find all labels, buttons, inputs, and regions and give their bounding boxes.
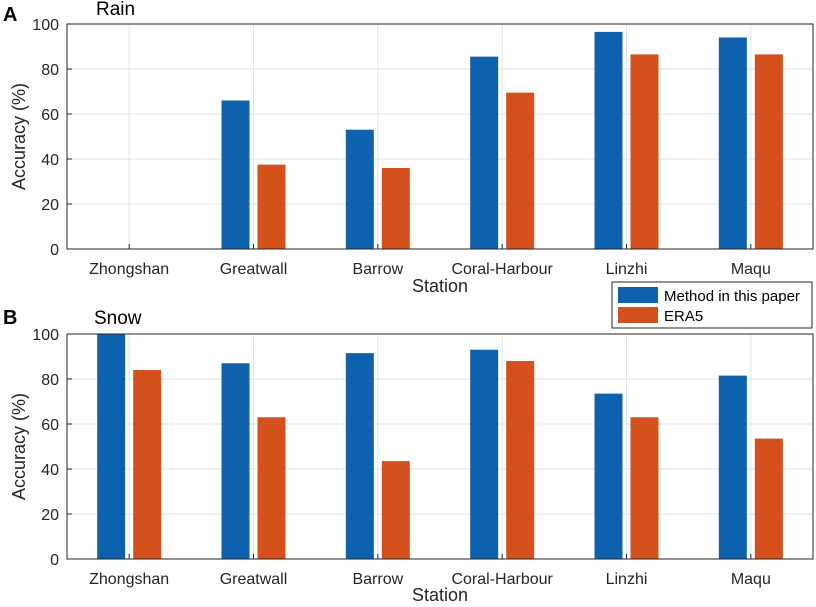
- panel-label-b: B: [3, 307, 17, 329]
- bar-snow-era5-zhongshan: [133, 370, 162, 559]
- axes-frame-rain: [66, 23, 814, 250]
- x-tick-label: Maqu: [731, 571, 771, 588]
- x-ticks-rain: Zhongshan Greatwall Barrow Coral-Harbour Lin…: [89, 244, 771, 278]
- y-tick-label: 0: [50, 242, 59, 259]
- panel-snow: B Snow 0 20 40 60 80 100 Zhongshan Greatwall Ba…: [3, 307, 814, 605]
- legend-label-method: Method in this paper: [664, 288, 800, 305]
- legend: Method in this paper ERA5: [611, 281, 813, 329]
- x-tick-label: Greatwall: [220, 571, 288, 588]
- x-tick-label: Linzhi: [606, 261, 648, 278]
- bar-snow-era5-linzhi: [630, 417, 659, 559]
- x-tick-label: Barrow: [352, 261, 403, 278]
- panel-title-rain: Rain: [96, 0, 135, 20]
- bar-rain-method-maqu: [718, 37, 747, 249]
- y-tick-label: 40: [41, 152, 59, 169]
- x-tick-label: Linzhi: [606, 571, 648, 588]
- bar-snow-era5-coral-harbour: [506, 361, 535, 559]
- y-ticks-snow: 0 20 40 60 80 100: [32, 327, 72, 569]
- bar-rain-era5-barrow: [381, 168, 410, 249]
- grid-rain: [67, 24, 813, 249]
- y-tick-label: 60: [41, 417, 59, 434]
- panel-title-snow: Snow: [94, 308, 142, 329]
- x-tick-label: Zhongshan: [89, 261, 169, 278]
- y-tick-label: 20: [41, 197, 59, 214]
- axes-frame-snow: [66, 333, 814, 560]
- legend-label-era5: ERA5: [664, 308, 703, 325]
- bar-rain-method-barrow: [345, 129, 374, 249]
- x-axis-label-snow: Station: [412, 585, 468, 605]
- y-axis-label-rain: Accuracy (%): [9, 83, 29, 190]
- y-tick-label: 0: [50, 552, 59, 569]
- bars-rain: [221, 31, 783, 249]
- bar-rain-method-linzhi: [594, 31, 623, 249]
- bar-snow-method-maqu: [718, 375, 747, 559]
- x-tick-label: Coral-Harbour: [451, 261, 553, 278]
- bar-snow-era5-barrow: [381, 461, 410, 559]
- bars-snow: [97, 334, 783, 559]
- y-tick-label: 100: [32, 17, 59, 34]
- y-tick-label: 40: [41, 462, 59, 479]
- y-axis-label-snow: Accuracy (%): [9, 393, 29, 500]
- x-tick-label: Coral-Harbour: [451, 571, 553, 588]
- legend-swatch-era5: [618, 307, 658, 323]
- y-tick-label: 80: [41, 62, 59, 79]
- panel-rain: A Rain 0 20 40 60 80 100 Zhongshan Greatwall Ba…: [3, 0, 814, 296]
- bar-snow-method-linzhi: [594, 393, 623, 559]
- bar-rain-era5-greatwall: [257, 164, 286, 249]
- bar-snow-method-barrow: [345, 353, 374, 559]
- grid-snow: [67, 334, 813, 559]
- x-ticks-snow: Zhongshan Greatwall Barrow Coral-Harbour Lin…: [89, 554, 771, 588]
- bar-snow-method-coral-harbour: [470, 349, 499, 559]
- x-tick-label: Maqu: [731, 261, 771, 278]
- x-tick-label: Greatwall: [220, 261, 288, 278]
- bar-snow-method-zhongshan: [97, 334, 126, 559]
- panel-label-a: A: [3, 4, 17, 26]
- bar-rain-era5-maqu: [754, 54, 783, 249]
- bar-snow-era5-maqu: [754, 438, 783, 559]
- y-ticks-rain: 0 20 40 60 80 100: [32, 17, 72, 259]
- x-tick-label: Zhongshan: [89, 571, 169, 588]
- x-tick-label: Barrow: [352, 571, 403, 588]
- legend-swatch-method: [618, 287, 658, 303]
- bar-snow-method-greatwall: [221, 363, 250, 559]
- bar-rain-era5-coral-harbour: [506, 92, 535, 249]
- y-tick-label: 80: [41, 372, 59, 389]
- y-tick-label: 60: [41, 107, 59, 124]
- bar-rain-method-greatwall: [221, 100, 250, 249]
- bar-rain-era5-linzhi: [630, 54, 659, 249]
- y-tick-label: 20: [41, 507, 59, 524]
- bar-rain-method-coral-harbour: [470, 56, 499, 249]
- x-axis-label-rain: Station: [412, 276, 468, 296]
- bar-snow-era5-greatwall: [257, 417, 286, 559]
- y-tick-label: 100: [32, 327, 59, 344]
